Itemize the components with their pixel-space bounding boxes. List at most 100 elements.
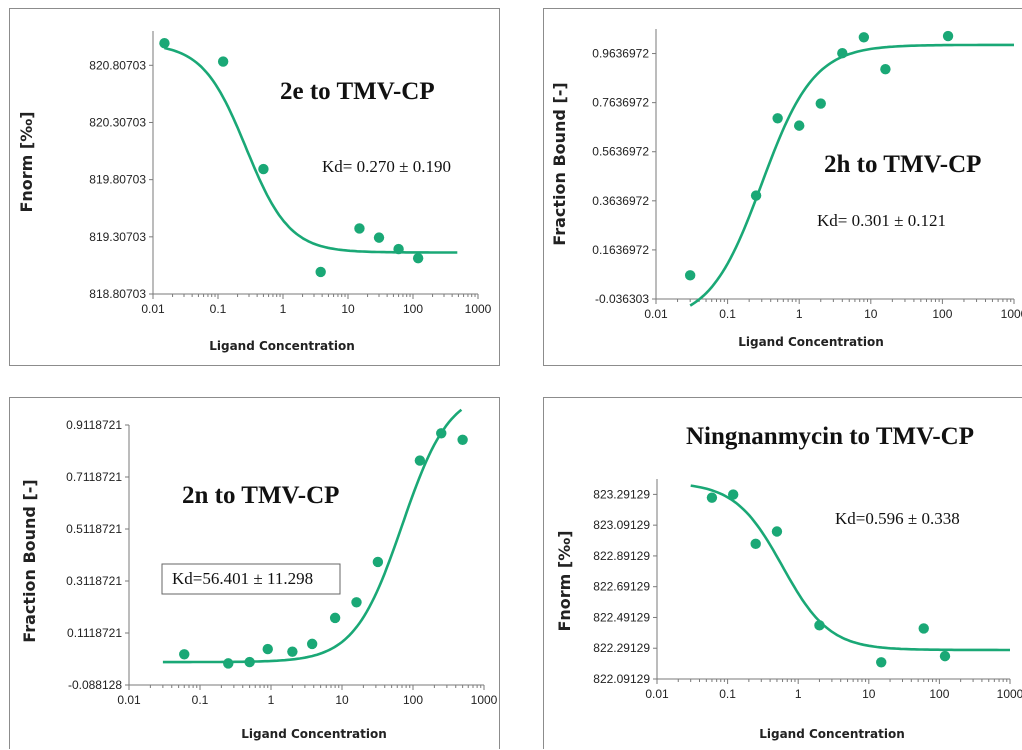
data-point — [880, 63, 891, 75]
x-tick-label: 10 — [341, 302, 355, 316]
kd-annotation-box — [161, 563, 341, 595]
y-tick-label: 823.29129 — [593, 487, 650, 501]
chart-title: Ningnanmycin to TMV-CP — [686, 423, 974, 450]
x-tick-label: 0.01 — [117, 693, 141, 707]
x-tick-label: 1 — [268, 693, 275, 707]
chart-ningnanmycin-svg: 822.09129 822.29129 822.49129 822.69129 822.… — [555, 423, 1022, 741]
chart-panel-ningnanmycin: 822.09129 822.29129 822.49129 822.69129 822.… — [543, 397, 1022, 749]
data-point — [354, 223, 365, 234]
y-tick-label: 822.09129 — [593, 672, 650, 686]
data-point — [771, 526, 783, 537]
data-point — [329, 612, 341, 624]
x-tick-label: 10 — [862, 687, 876, 701]
data-point — [414, 455, 426, 466]
y-tick-label: -0.088128 — [68, 678, 122, 692]
x-tick-label: 0.1 — [719, 307, 736, 321]
data-point — [179, 649, 190, 660]
y-tick-label: 822.49129 — [593, 610, 650, 624]
x-tick-label: 0.1 — [719, 687, 736, 701]
data-point — [727, 489, 739, 500]
x-axis-label: Ligand Concentration — [759, 727, 905, 741]
chart-title: 2n to TMV-CP — [182, 482, 339, 509]
data-point — [223, 658, 234, 669]
x-axis-label: Ligand Concentration — [241, 727, 387, 741]
y-axis-label: Fnorm [‰] — [555, 530, 574, 631]
y-tick-label: 820.30703 — [89, 115, 146, 129]
y-tick-label: 0.1118721 — [67, 626, 122, 640]
x-tick-label: 1 — [795, 687, 802, 701]
chart-panel-2n: -0.088128 0.1118721 0.3118721 0.5118721 0.71… — [9, 397, 500, 749]
x-tick-label: 100 — [403, 302, 423, 316]
y-axis-label: Fraction Bound [-] — [20, 479, 39, 642]
y-tick-label: 0.3118721 — [66, 574, 122, 588]
x-axis-label: Ligand Concentration — [209, 339, 355, 353]
x-tick-label: 0.01 — [645, 687, 669, 701]
x-tick-label: 1000 — [465, 302, 492, 316]
chart-title: 2h to TMV-CP — [824, 151, 981, 178]
y-axis-label: Fraction Bound [-] — [550, 82, 569, 245]
y-tick-label: 0.1636972 — [592, 243, 649, 257]
data-point — [351, 597, 362, 608]
x-tick-label: 0.01 — [141, 302, 165, 316]
x-tick-label: 10 — [335, 693, 349, 707]
y-tick-label: 822.69129 — [593, 580, 650, 594]
fit-curve — [164, 46, 458, 254]
data-point — [244, 656, 255, 668]
fit-curve — [162, 408, 463, 664]
data-point — [315, 266, 326, 278]
x-tick-label: 1000 — [1001, 307, 1022, 321]
y-tick-label: 819.30703 — [89, 230, 146, 244]
x-tick-label: 1000 — [471, 693, 498, 707]
data-point — [436, 428, 447, 439]
chart-2n-svg: -0.088128 0.1118721 0.3118721 0.5118721 0.71… — [20, 408, 498, 741]
y-tick-label: 0.5118721 — [66, 522, 122, 536]
data-point — [815, 98, 826, 109]
data-point — [750, 190, 762, 201]
y-tick-label: 0.9118721 — [66, 418, 122, 432]
data-point — [814, 620, 825, 631]
fit-curve — [690, 484, 1010, 652]
chart-panel-2e: 818.80703 819.30703 819.80703 820.30703 820.… — [9, 8, 500, 366]
x-tick-label: 0.1 — [192, 693, 209, 707]
x-tick-label: 100 — [929, 687, 949, 701]
y-tick-label: 822.89129 — [593, 549, 650, 563]
data-point — [939, 650, 951, 662]
data-point — [706, 492, 718, 503]
data-point — [750, 538, 761, 550]
data-point — [837, 48, 848, 59]
data-point — [262, 643, 273, 655]
y-tick-label: 820.80703 — [89, 58, 146, 72]
x-tick-label: 1000 — [997, 687, 1022, 701]
x-tick-label: 100 — [932, 307, 952, 321]
y-tick-label: 0.3636972 — [592, 194, 649, 208]
y-tick-label: 823.09129 — [593, 518, 650, 532]
y-tick-label: 819.80703 — [89, 173, 146, 187]
y-tick-label: 822.29129 — [593, 641, 650, 655]
x-tick-label: 1 — [796, 307, 803, 321]
data-point — [942, 30, 954, 42]
data-point — [412, 253, 424, 264]
chart-2h-svg: -0.036303 0.1636972 0.3636972 0.5636972 0.76… — [550, 29, 1022, 349]
kd-annotation: Kd= 0.270 ± 0.190 — [322, 157, 451, 176]
y-tick-label: 0.5636972 — [592, 145, 649, 159]
kd-annotation: Kd=0.596 ± 0.338 — [835, 509, 960, 528]
data-point — [876, 657, 887, 668]
y-tick-label: 0.9636972 — [592, 47, 649, 61]
y-axis-label: Fnorm [‰] — [17, 111, 36, 212]
data-point — [684, 270, 696, 281]
data-point — [794, 120, 805, 131]
chart-2e-svg: 818.80703 819.30703 819.80703 820.30703 820.… — [17, 31, 492, 353]
x-tick-label: 10 — [864, 307, 878, 321]
y-tick-label: -0.036303 — [595, 292, 649, 306]
data-point — [772, 113, 783, 124]
y-tick-label: 0.7118721 — [66, 470, 122, 484]
data-point — [159, 38, 170, 49]
x-tick-label: 100 — [403, 693, 423, 707]
data-point — [217, 56, 229, 67]
chart-panel-2h: -0.036303 0.1636972 0.3636972 0.5636972 0.76… — [543, 8, 1022, 366]
data-point — [858, 32, 870, 43]
x-tick-label: 0.1 — [210, 302, 227, 316]
x-axis-label: Ligand Concentration — [738, 335, 884, 349]
kd-annotation: Kd= 0.301 ± 0.121 — [817, 211, 946, 230]
data-point — [918, 623, 929, 634]
